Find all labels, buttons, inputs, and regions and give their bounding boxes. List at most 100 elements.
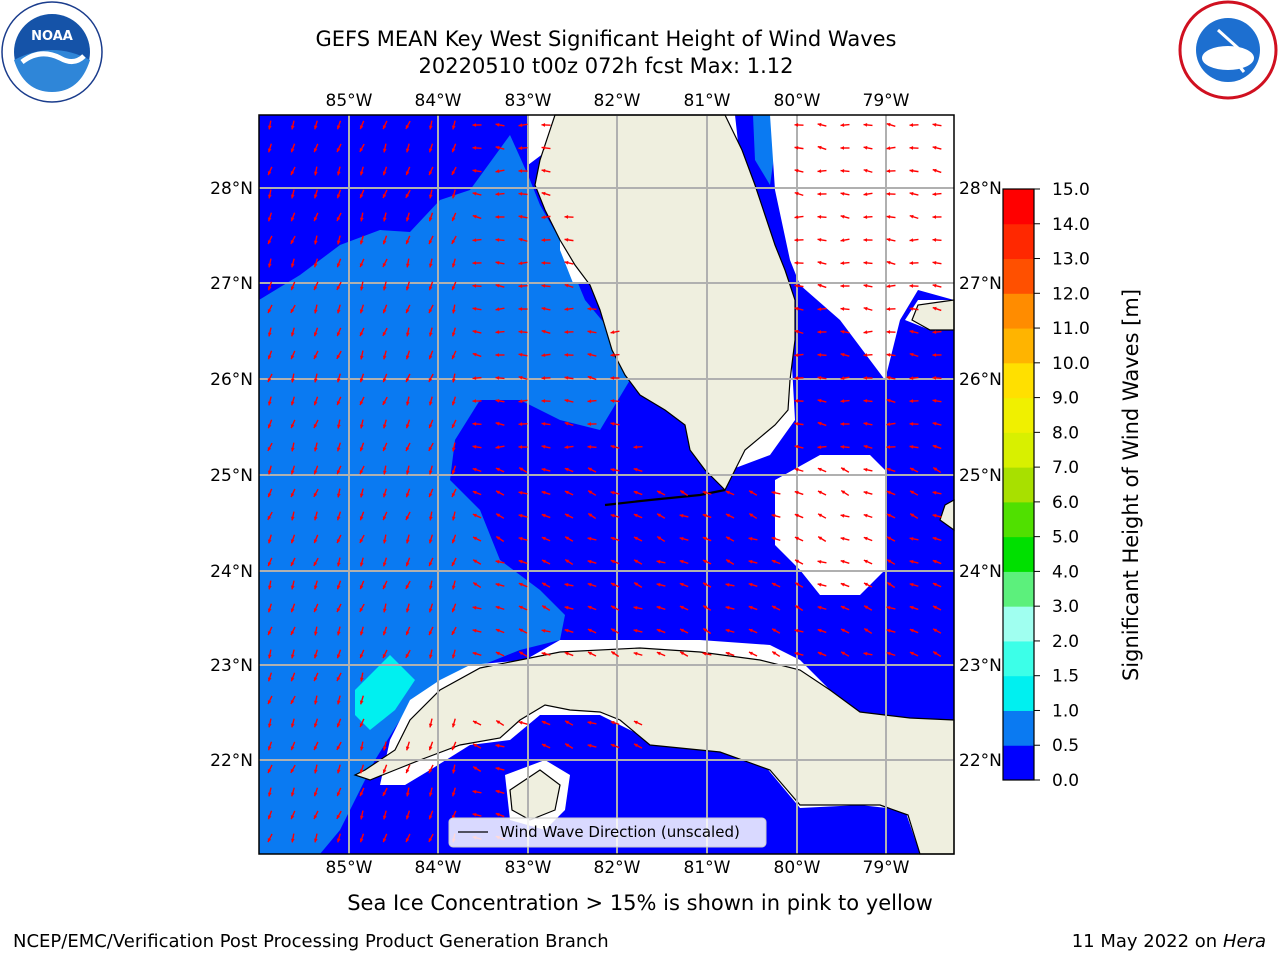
chart-title: GEFS MEAN Key West Significant Height of… xyxy=(315,27,897,51)
y-tick-label: 28°N xyxy=(210,179,253,199)
wave-direction-arrow xyxy=(748,559,758,564)
wave-direction-arrow xyxy=(451,419,457,429)
wave-direction-arrow xyxy=(909,467,919,473)
wave-direction-arrow xyxy=(886,467,896,473)
wave-direction-arrow xyxy=(472,766,482,772)
wave-direction-arrow xyxy=(267,350,273,360)
wave-direction-arrow xyxy=(564,558,574,566)
wave-direction-arrow xyxy=(587,375,597,381)
wave-direction-arrow xyxy=(359,764,365,774)
wave-direction-arrow xyxy=(817,145,827,151)
wave-direction-arrow xyxy=(932,330,942,335)
wave-direction-arrow xyxy=(771,559,781,565)
wave-direction-arrow xyxy=(290,304,296,314)
wave-direction-arrow xyxy=(405,350,411,360)
wave-direction-arrow xyxy=(817,559,827,564)
wave-direction-arrow xyxy=(518,582,528,588)
wave-direction-arrow xyxy=(886,375,896,380)
wave-direction-arrow xyxy=(267,557,273,567)
y-tick-label: 24°N xyxy=(210,562,253,582)
wave-direction-arrow xyxy=(313,695,318,705)
wave-direction-arrow xyxy=(359,580,365,590)
wave-direction-arrow xyxy=(313,373,318,383)
wave-direction-arrow xyxy=(451,235,457,245)
wave-direction-arrow xyxy=(541,283,551,288)
wave-direction-arrow xyxy=(472,168,482,173)
wave-direction-arrow xyxy=(451,189,456,199)
colorbar-tick-label: 4.0 xyxy=(1052,562,1079,582)
wave-direction-arrow xyxy=(794,651,804,656)
wave-direction-arrow xyxy=(267,649,272,659)
wave-direction-arrow xyxy=(610,353,620,357)
y-tick-label: 22°N xyxy=(959,751,1002,771)
wave-direction-arrow xyxy=(610,376,620,380)
wave-direction-arrow xyxy=(428,580,433,590)
wave-direction-arrow xyxy=(518,146,528,150)
wave-direction-arrow xyxy=(405,649,411,659)
wave-direction-arrow xyxy=(451,396,457,406)
wave-direction-arrow xyxy=(495,215,505,219)
wave-direction-arrow xyxy=(451,304,456,314)
wave-direction-arrow xyxy=(863,467,873,472)
wave-direction-arrow xyxy=(564,651,574,657)
wave-direction-arrow xyxy=(909,444,919,449)
wave-direction-arrow xyxy=(610,399,620,403)
wave-direction-arrow xyxy=(771,650,781,658)
wave-direction-arrow xyxy=(564,307,574,312)
wave-direction-arrow xyxy=(382,327,388,337)
wave-direction-arrow xyxy=(472,651,482,656)
wave-direction-arrow xyxy=(290,626,296,636)
wave-direction-arrow xyxy=(451,143,457,153)
wave-direction-arrow xyxy=(518,237,528,242)
wave-direction-arrow xyxy=(541,490,551,495)
footer-credit: NCEP/EMC/Verification Post Processing Pr… xyxy=(13,931,609,952)
wave-direction-arrow xyxy=(313,810,319,820)
wave-direction-arrow xyxy=(909,123,919,127)
wave-direction-arrow xyxy=(840,329,850,334)
wave-direction-arrow xyxy=(451,465,457,475)
wave-direction-arrow xyxy=(382,373,388,383)
wave-direction-arrow xyxy=(840,605,850,611)
wave-direction-arrow xyxy=(290,649,295,659)
wave-direction-arrow xyxy=(336,741,342,751)
wave-direction-arrow xyxy=(267,810,273,820)
wave-direction-arrow xyxy=(932,283,942,288)
wave-direction-arrow xyxy=(702,651,712,656)
wave-direction-arrow xyxy=(428,718,433,728)
wave-direction-arrow xyxy=(909,490,919,496)
wave-direction-arrow xyxy=(313,511,318,521)
wave-direction-arrow xyxy=(336,695,341,705)
wave-direction-arrow xyxy=(428,442,434,452)
wave-direction-arrow xyxy=(336,557,341,567)
x-tick-label: 82°W xyxy=(594,858,641,878)
wave-direction-arrow xyxy=(840,238,850,243)
wave-direction-arrow xyxy=(863,513,873,519)
wave-direction-arrow xyxy=(748,582,758,587)
wave-direction-arrow xyxy=(748,536,758,541)
wave-direction-arrow xyxy=(336,603,342,613)
wave-direction-arrow xyxy=(817,605,827,610)
x-tick-label: 85°W xyxy=(326,858,373,878)
wave-direction-arrow xyxy=(932,353,942,357)
wave-direction-arrow xyxy=(336,626,341,636)
wave-direction-arrow xyxy=(564,375,574,380)
colorbar-segment xyxy=(1003,223,1034,260)
wave-direction-arrow xyxy=(541,191,551,196)
wave-direction-arrow xyxy=(840,651,850,657)
wave-direction-arrow xyxy=(359,396,365,406)
wave-direction-arrow xyxy=(290,212,296,222)
wave-direction-arrow xyxy=(382,810,387,820)
footer-machine: Hera xyxy=(1222,931,1266,952)
wave-direction-arrow xyxy=(863,330,873,335)
wave-direction-arrow xyxy=(359,649,365,659)
wave-direction-arrow xyxy=(909,214,919,220)
wave-direction-arrow xyxy=(564,582,574,587)
wave-direction-arrow xyxy=(909,536,919,541)
wave-direction-arrow xyxy=(428,235,434,245)
wave-direction-arrow xyxy=(564,445,574,450)
wave-direction-arrow xyxy=(472,123,482,127)
wave-direction-arrow xyxy=(313,235,318,245)
wave-direction-arrow xyxy=(909,651,919,657)
wave-direction-arrow xyxy=(932,444,942,450)
wave-direction-arrow xyxy=(382,166,388,176)
